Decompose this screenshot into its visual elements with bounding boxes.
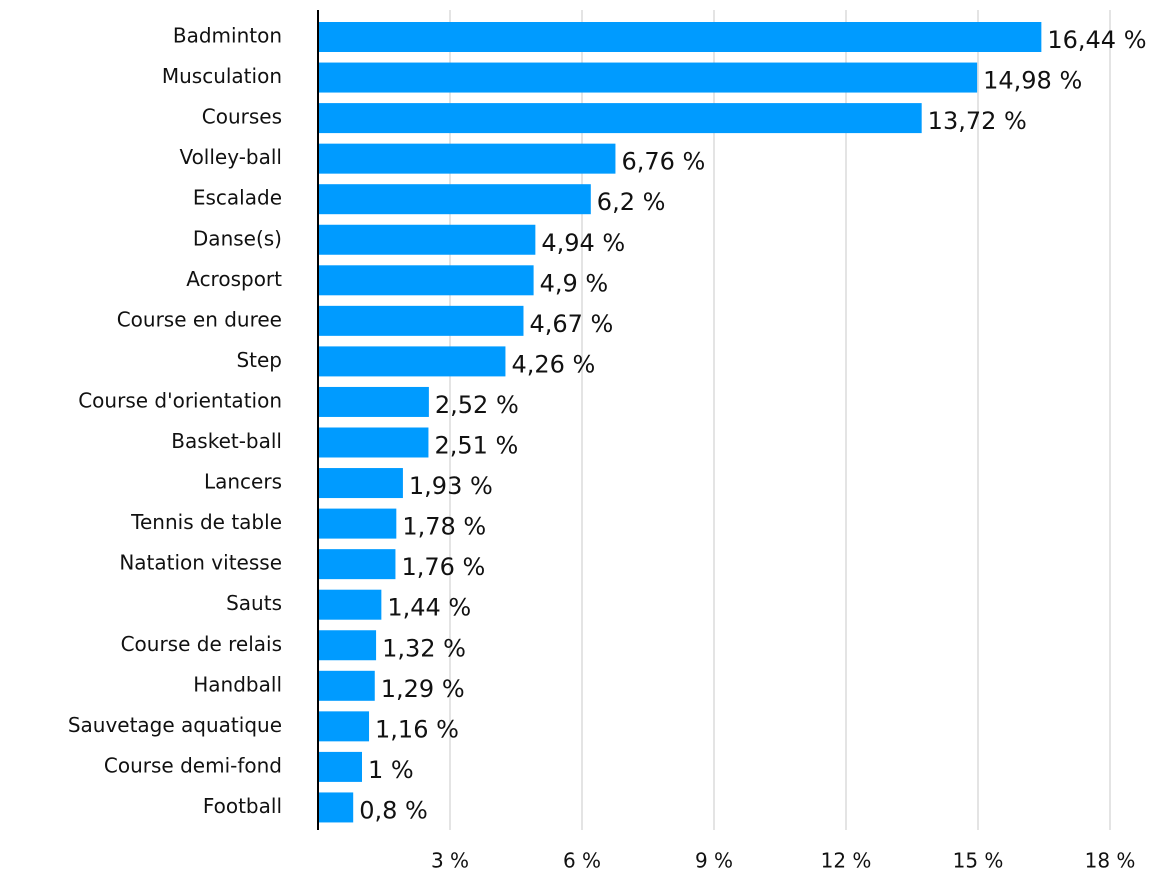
y-tick-label: Sauts [226,591,282,615]
y-tick-label: Escalade [193,186,282,210]
y-tick-label: Volley-ball [179,145,282,169]
bar [318,224,536,255]
value-label: 1 % [368,756,414,784]
bar [318,427,429,458]
value-label: 4,9 % [540,269,609,297]
y-tick-label: Sauvetage aquatique [68,713,282,737]
y-tick-label: Course d'orientation [78,388,282,412]
value-label: 0,8 % [359,796,428,824]
x-tick-label: 6 % [563,849,601,873]
value-label: 4,94 % [541,229,625,257]
x-tick-label: 3 % [431,849,469,873]
value-label: 4,67 % [529,310,613,338]
value-label: 1,76 % [401,553,485,581]
value-label: 2,52 % [435,391,519,419]
y-tick-label: Course de relais [121,632,282,656]
value-label: 1,93 % [409,472,493,500]
value-label: 6,2 % [597,188,666,216]
x-tick-label: 15 % [953,849,1004,873]
value-label: 1,16 % [375,715,459,743]
y-tick-label: Natation vitesse [119,551,282,575]
bar [318,22,1042,52]
bar [318,468,403,499]
bar [318,751,362,782]
bar [318,62,978,93]
value-label: 1,32 % [382,634,466,662]
bar [318,184,591,215]
y-tick-label: Handball [193,672,282,696]
value-label: 1,44 % [387,594,471,622]
bar [318,711,370,742]
bar [318,305,524,336]
x-tick-label: 12 % [821,849,872,873]
value-label: 2,51 % [434,432,518,460]
value-label: 4,26 % [511,350,595,378]
bar [318,265,534,296]
bar [318,103,922,134]
y-tick-label: Course demi-fond [104,753,282,777]
bar [318,346,506,377]
value-label: 14,98 % [983,67,1082,95]
y-tick-label: Tennis de table [130,510,282,534]
value-label: 1,78 % [402,513,486,541]
bar [318,670,375,701]
y-tick-label: Courses [202,105,282,129]
y-tick-label: Musculation [162,64,282,88]
y-tick-label: Acrosport [186,267,282,291]
bar [318,549,396,580]
y-tick-label: Lancers [204,470,282,494]
bar [318,630,377,661]
bar [318,508,397,539]
value-label: 16,44 % [1047,26,1146,54]
value-label: 13,72 % [928,107,1027,135]
y-tick-label: Football [203,794,282,818]
y-tick-label: Course en duree [117,307,282,331]
y-tick-label: Badminton [173,24,282,48]
x-tick-label: 18 % [1085,849,1136,873]
value-label: 6,76 % [621,148,705,176]
bar [318,386,429,417]
bar [318,589,382,620]
bar [318,143,616,174]
y-tick-label: Basket-ball [171,429,282,453]
value-label: 1,29 % [381,675,465,703]
bar [318,792,354,823]
y-tick-label: Danse(s) [193,226,282,250]
y-tick-label: Step [236,348,282,372]
x-tick-label: 9 % [695,849,733,873]
